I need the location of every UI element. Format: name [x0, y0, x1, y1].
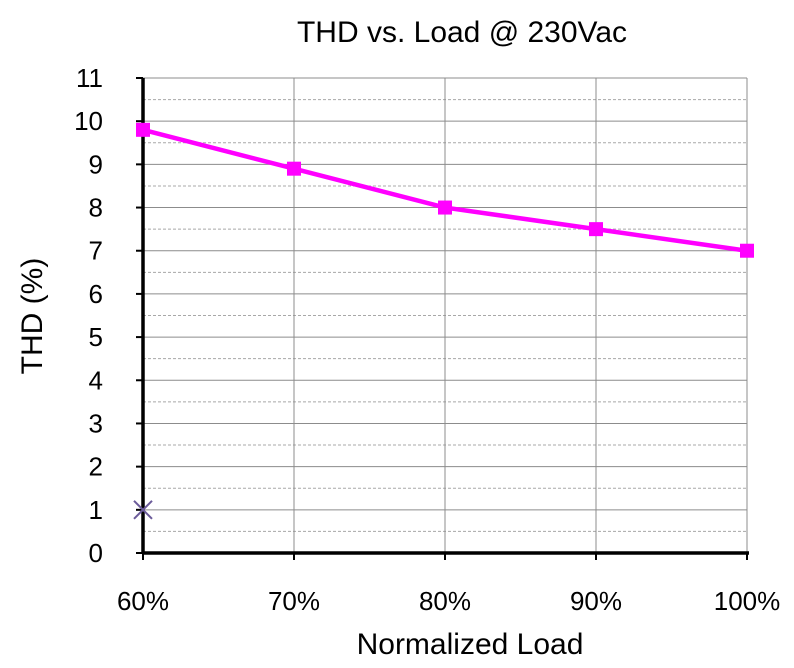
- x-tick-label: 80%: [419, 586, 471, 616]
- x-tick-label: 60%: [117, 586, 169, 616]
- axes-layer: [136, 77, 749, 560]
- x-tick-label: 70%: [268, 586, 320, 616]
- x-tick-label: 100%: [714, 586, 781, 616]
- y-tick-label: 3: [89, 408, 103, 438]
- grid-layer: [143, 77, 748, 553]
- data-point-marker: [136, 122, 150, 137]
- y-tick-label: 8: [89, 193, 103, 223]
- y-tick-label: 5: [89, 322, 103, 352]
- x-marker-stroke: [133, 500, 153, 520]
- y-tick-label: 2: [89, 452, 103, 482]
- data-point-marker: [438, 200, 452, 215]
- x-marker: [133, 500, 153, 520]
- y-tick-label: 0: [89, 538, 103, 568]
- y-tick-label: 9: [89, 149, 103, 179]
- tick-labels: 0 1 2 3 4 5 6 7 8 9 10 11 60% 70% 80% 90% 100%: [74, 63, 780, 616]
- data-point-marker: [740, 243, 754, 258]
- y-tick-label: 4: [89, 365, 103, 395]
- y-tick-label: 10: [74, 106, 103, 136]
- data-point-marker: [589, 222, 603, 237]
- y-tick-label: 6: [89, 279, 103, 309]
- y-tick-label: 7: [89, 236, 103, 266]
- y-tick-label: 11: [76, 63, 103, 93]
- series-layer: [133, 122, 754, 520]
- data-point-marker: [287, 161, 301, 176]
- y-axis-title: THD (%): [16, 258, 49, 375]
- x-axis-title: Normalized Load: [357, 628, 584, 661]
- chart-title: THD vs. Load @ 230Vac: [297, 16, 627, 49]
- x-tick-label: 90%: [570, 586, 622, 616]
- y-tick-label: 1: [89, 495, 103, 525]
